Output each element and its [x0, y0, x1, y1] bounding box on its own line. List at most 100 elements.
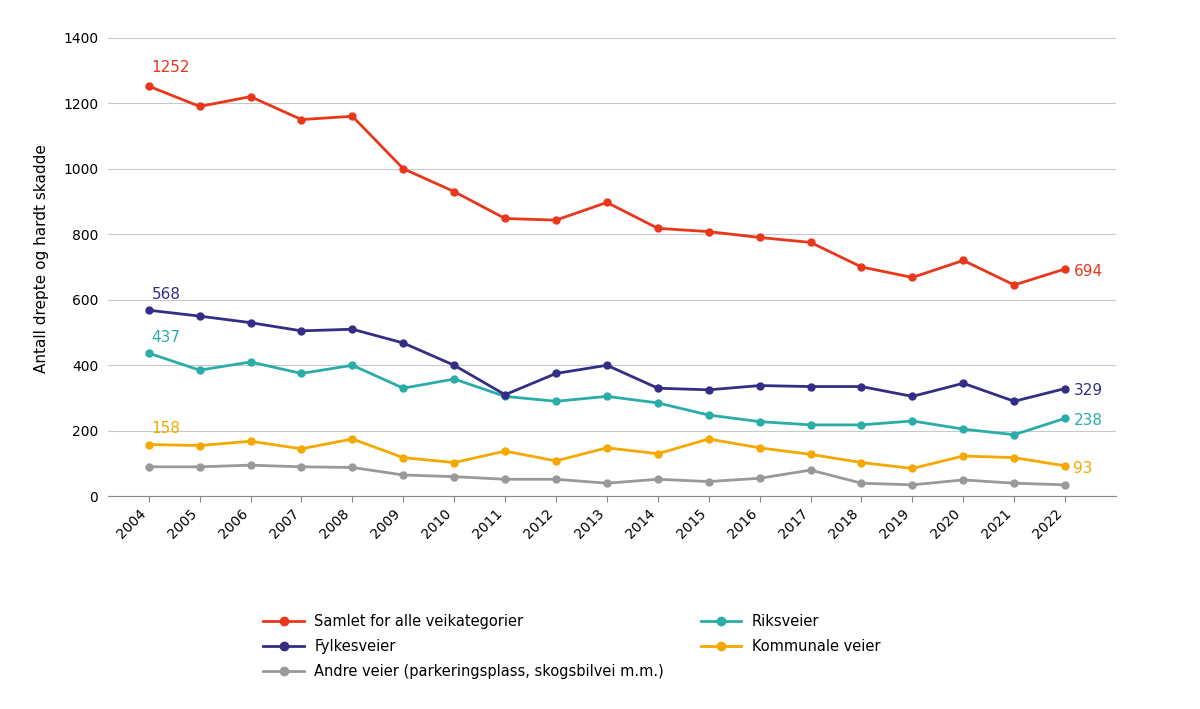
Kommunale veier — [396, 453, 410, 462]
Kommunale veier — [854, 458, 869, 467]
Fylkesveier — [854, 382, 869, 391]
Kommunale veier — [702, 435, 716, 443]
Riksveier — [396, 384, 410, 393]
Fylkesveier — [1058, 384, 1073, 393]
Line: Kommunale veier: Kommunale veier — [145, 435, 1068, 472]
Kommunale veier — [498, 447, 512, 455]
Legend: Samlet for alle veikategorier, Fylkesveier, Andre veier (parkeringsplass, skogsb: Samlet for alle veikategorier, Fylkesvei… — [258, 608, 886, 685]
Samlet for alle veikategorier — [142, 82, 156, 90]
Andre veier (parkeringsplass, skogsbilvei m.m.) — [498, 475, 512, 484]
Andre veier (parkeringsplass, skogsbilvei m.m.) — [294, 462, 308, 471]
Riksveier — [498, 392, 512, 401]
Andre veier (parkeringsplass, skogsbilvei m.m.) — [600, 479, 614, 488]
Andre veier (parkeringsplass, skogsbilvei m.m.) — [142, 462, 156, 471]
Text: 437: 437 — [151, 330, 180, 345]
Kommunale veier — [600, 444, 614, 452]
Samlet for alle veikategorier — [905, 273, 919, 281]
Samlet for alle veikategorier — [650, 224, 665, 233]
Riksveier — [600, 392, 614, 401]
Samlet for alle veikategorier — [498, 214, 512, 223]
Fylkesveier — [548, 369, 563, 378]
Riksveier — [854, 420, 869, 429]
Riksveier — [548, 397, 563, 406]
Fylkesveier — [142, 306, 156, 315]
Text: 1252: 1252 — [151, 60, 190, 75]
Line: Fylkesveier: Fylkesveier — [145, 307, 1068, 405]
Andre veier (parkeringsplass, skogsbilvei m.m.) — [956, 476, 971, 484]
Samlet for alle veikategorier — [346, 112, 360, 121]
Samlet for alle veikategorier — [1007, 281, 1021, 289]
Riksveier — [446, 375, 461, 384]
Samlet for alle veikategorier — [294, 116, 308, 124]
Riksveier — [650, 398, 665, 407]
Kommunale veier — [294, 445, 308, 453]
Samlet for alle veikategorier — [192, 102, 206, 111]
Andre veier (parkeringsplass, skogsbilvei m.m.) — [752, 474, 767, 483]
Fylkesveier — [905, 392, 919, 401]
Text: 568: 568 — [151, 287, 180, 302]
Riksveier — [752, 418, 767, 426]
Andre veier (parkeringsplass, skogsbilvei m.m.) — [446, 472, 461, 481]
Riksveier — [244, 358, 258, 367]
Riksveier — [1007, 430, 1021, 439]
Riksveier — [905, 417, 919, 425]
Andre veier (parkeringsplass, skogsbilvei m.m.) — [803, 466, 817, 474]
Riksveier — [702, 411, 716, 419]
Riksveier — [956, 425, 971, 433]
Fylkesveier — [498, 391, 512, 399]
Fylkesveier — [192, 312, 206, 320]
Samlet for alle veikategorier — [803, 238, 817, 247]
Fylkesveier — [752, 381, 767, 390]
Riksveier — [192, 366, 206, 374]
Kommunale veier — [1058, 462, 1073, 470]
Kommunale veier — [650, 450, 665, 458]
Samlet for alle veikategorier — [446, 187, 461, 196]
Samlet for alle veikategorier — [956, 256, 971, 264]
Samlet for alle veikategorier — [854, 263, 869, 272]
Kommunale veier — [142, 440, 156, 449]
Kommunale veier — [905, 464, 919, 473]
Samlet for alle veikategorier — [548, 216, 563, 224]
Fylkesveier — [346, 325, 360, 333]
Samlet for alle veikategorier — [702, 228, 716, 236]
Fylkesveier — [702, 386, 716, 394]
Andre veier (parkeringsplass, skogsbilvei m.m.) — [346, 463, 360, 471]
Andre veier (parkeringsplass, skogsbilvei m.m.) — [650, 475, 665, 484]
Text: 93: 93 — [1074, 461, 1093, 476]
Fylkesveier — [244, 318, 258, 327]
Andre veier (parkeringsplass, skogsbilvei m.m.) — [702, 477, 716, 486]
Line: Samlet for alle veikategorier: Samlet for alle veikategorier — [145, 83, 1068, 289]
Andre veier (parkeringsplass, skogsbilvei m.m.) — [192, 462, 206, 471]
Riksveier — [142, 349, 156, 357]
Fylkesveier — [956, 379, 971, 388]
Kommunale veier — [548, 457, 563, 465]
Line: Riksveier: Riksveier — [145, 350, 1068, 438]
Kommunale veier — [446, 458, 461, 467]
Andre veier (parkeringsplass, skogsbilvei m.m.) — [905, 481, 919, 489]
Kommunale veier — [956, 452, 971, 460]
Riksveier — [803, 420, 817, 429]
Text: 329: 329 — [1074, 384, 1103, 398]
Kommunale veier — [803, 450, 817, 459]
Kommunale veier — [192, 441, 206, 450]
Kommunale veier — [346, 435, 360, 443]
Line: Andre veier (parkeringsplass, skogsbilvei m.m.): Andre veier (parkeringsplass, skogsbilve… — [145, 462, 1068, 489]
Text: 238: 238 — [1074, 413, 1103, 428]
Fylkesveier — [446, 361, 461, 369]
Y-axis label: Antall drepte og hardt skadde: Antall drepte og hardt skadde — [35, 145, 49, 373]
Samlet for alle veikategorier — [1058, 264, 1073, 273]
Kommunale veier — [244, 437, 258, 445]
Kommunale veier — [752, 444, 767, 452]
Andre veier (parkeringsplass, skogsbilvei m.m.) — [1058, 481, 1073, 489]
Samlet for alle veikategorier — [752, 233, 767, 242]
Andre veier (parkeringsplass, skogsbilvei m.m.) — [854, 479, 869, 488]
Riksveier — [1058, 414, 1073, 423]
Kommunale veier — [1007, 453, 1021, 462]
Samlet for alle veikategorier — [396, 164, 410, 173]
Andre veier (parkeringsplass, skogsbilvei m.m.) — [1007, 479, 1021, 488]
Andre veier (parkeringsplass, skogsbilvei m.m.) — [548, 475, 563, 484]
Riksveier — [294, 369, 308, 378]
Riksveier — [346, 361, 360, 369]
Andre veier (parkeringsplass, skogsbilvei m.m.) — [244, 461, 258, 469]
Text: 694: 694 — [1074, 264, 1103, 279]
